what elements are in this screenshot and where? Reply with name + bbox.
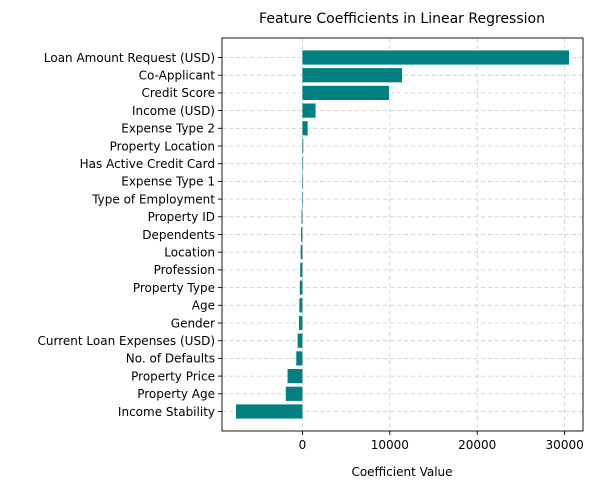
y-tick-label: Gender bbox=[171, 316, 215, 330]
y-tick-label: Income Stability bbox=[118, 405, 215, 419]
y-tick-label: Co-Applicant bbox=[139, 69, 216, 83]
y-tick-label: Loan Amount Request (USD) bbox=[44, 51, 215, 65]
bars bbox=[235, 50, 570, 419]
bar bbox=[302, 192, 304, 207]
y-tick-label: Location bbox=[164, 246, 215, 260]
y-tick-label: Property Location bbox=[110, 139, 215, 153]
bar bbox=[287, 369, 303, 384]
y-tick-label: Age bbox=[192, 299, 215, 313]
bar bbox=[302, 156, 304, 171]
bar bbox=[235, 404, 303, 419]
bar bbox=[302, 68, 403, 83]
bar bbox=[297, 333, 303, 348]
bar bbox=[300, 245, 303, 260]
grid-lines bbox=[222, 38, 583, 431]
x-tick-label: 20000 bbox=[458, 438, 496, 452]
y-tick-label: Property ID bbox=[148, 210, 215, 224]
y-tick-label: Credit Score bbox=[141, 86, 215, 100]
y-tick-label: Income (USD) bbox=[132, 104, 215, 118]
bar bbox=[302, 121, 308, 136]
bar bbox=[285, 386, 303, 401]
y-tick-label: Has Active Credit Card bbox=[80, 157, 215, 171]
x-tick-label: 30000 bbox=[546, 438, 584, 452]
chart-title: Feature Coefficients in Linear Regressio… bbox=[259, 11, 545, 27]
y-tick-label: Type of Employment bbox=[91, 192, 215, 206]
bar bbox=[302, 138, 304, 154]
y-tick-label: Property Age bbox=[137, 387, 215, 401]
y-tick-label: Property Price bbox=[131, 369, 215, 383]
bar bbox=[296, 351, 303, 366]
y-axis: Loan Amount Request (USD) Co-Applicant Cre… bbox=[38, 51, 222, 419]
bar bbox=[302, 103, 316, 118]
x-tick-label: 0 bbox=[299, 438, 307, 452]
x-axis: 0 10000 20000 30000 bbox=[299, 431, 584, 452]
x-axis-label: Coefficient Value bbox=[351, 465, 452, 479]
bar bbox=[300, 262, 303, 277]
y-tick-label: Dependents bbox=[142, 228, 215, 242]
y-tick-label: Profession bbox=[154, 263, 215, 277]
bar bbox=[302, 50, 570, 65]
bar bbox=[299, 298, 303, 313]
bar bbox=[302, 174, 304, 189]
x-tick-label: 10000 bbox=[371, 438, 409, 452]
bar bbox=[301, 209, 303, 224]
bar bbox=[298, 315, 303, 331]
bar bbox=[299, 280, 303, 295]
bar bbox=[301, 227, 303, 242]
y-tick-label: Expense Type 2 bbox=[121, 122, 215, 136]
y-tick-label: Current Loan Expenses (USD) bbox=[38, 334, 215, 348]
plot-frame bbox=[221, 37, 584, 432]
y-tick-label: No. of Defaults bbox=[126, 352, 215, 366]
bar bbox=[302, 85, 389, 100]
y-tick-label: Expense Type 1 bbox=[121, 175, 215, 189]
y-tick-label: Property Type bbox=[133, 281, 215, 295]
